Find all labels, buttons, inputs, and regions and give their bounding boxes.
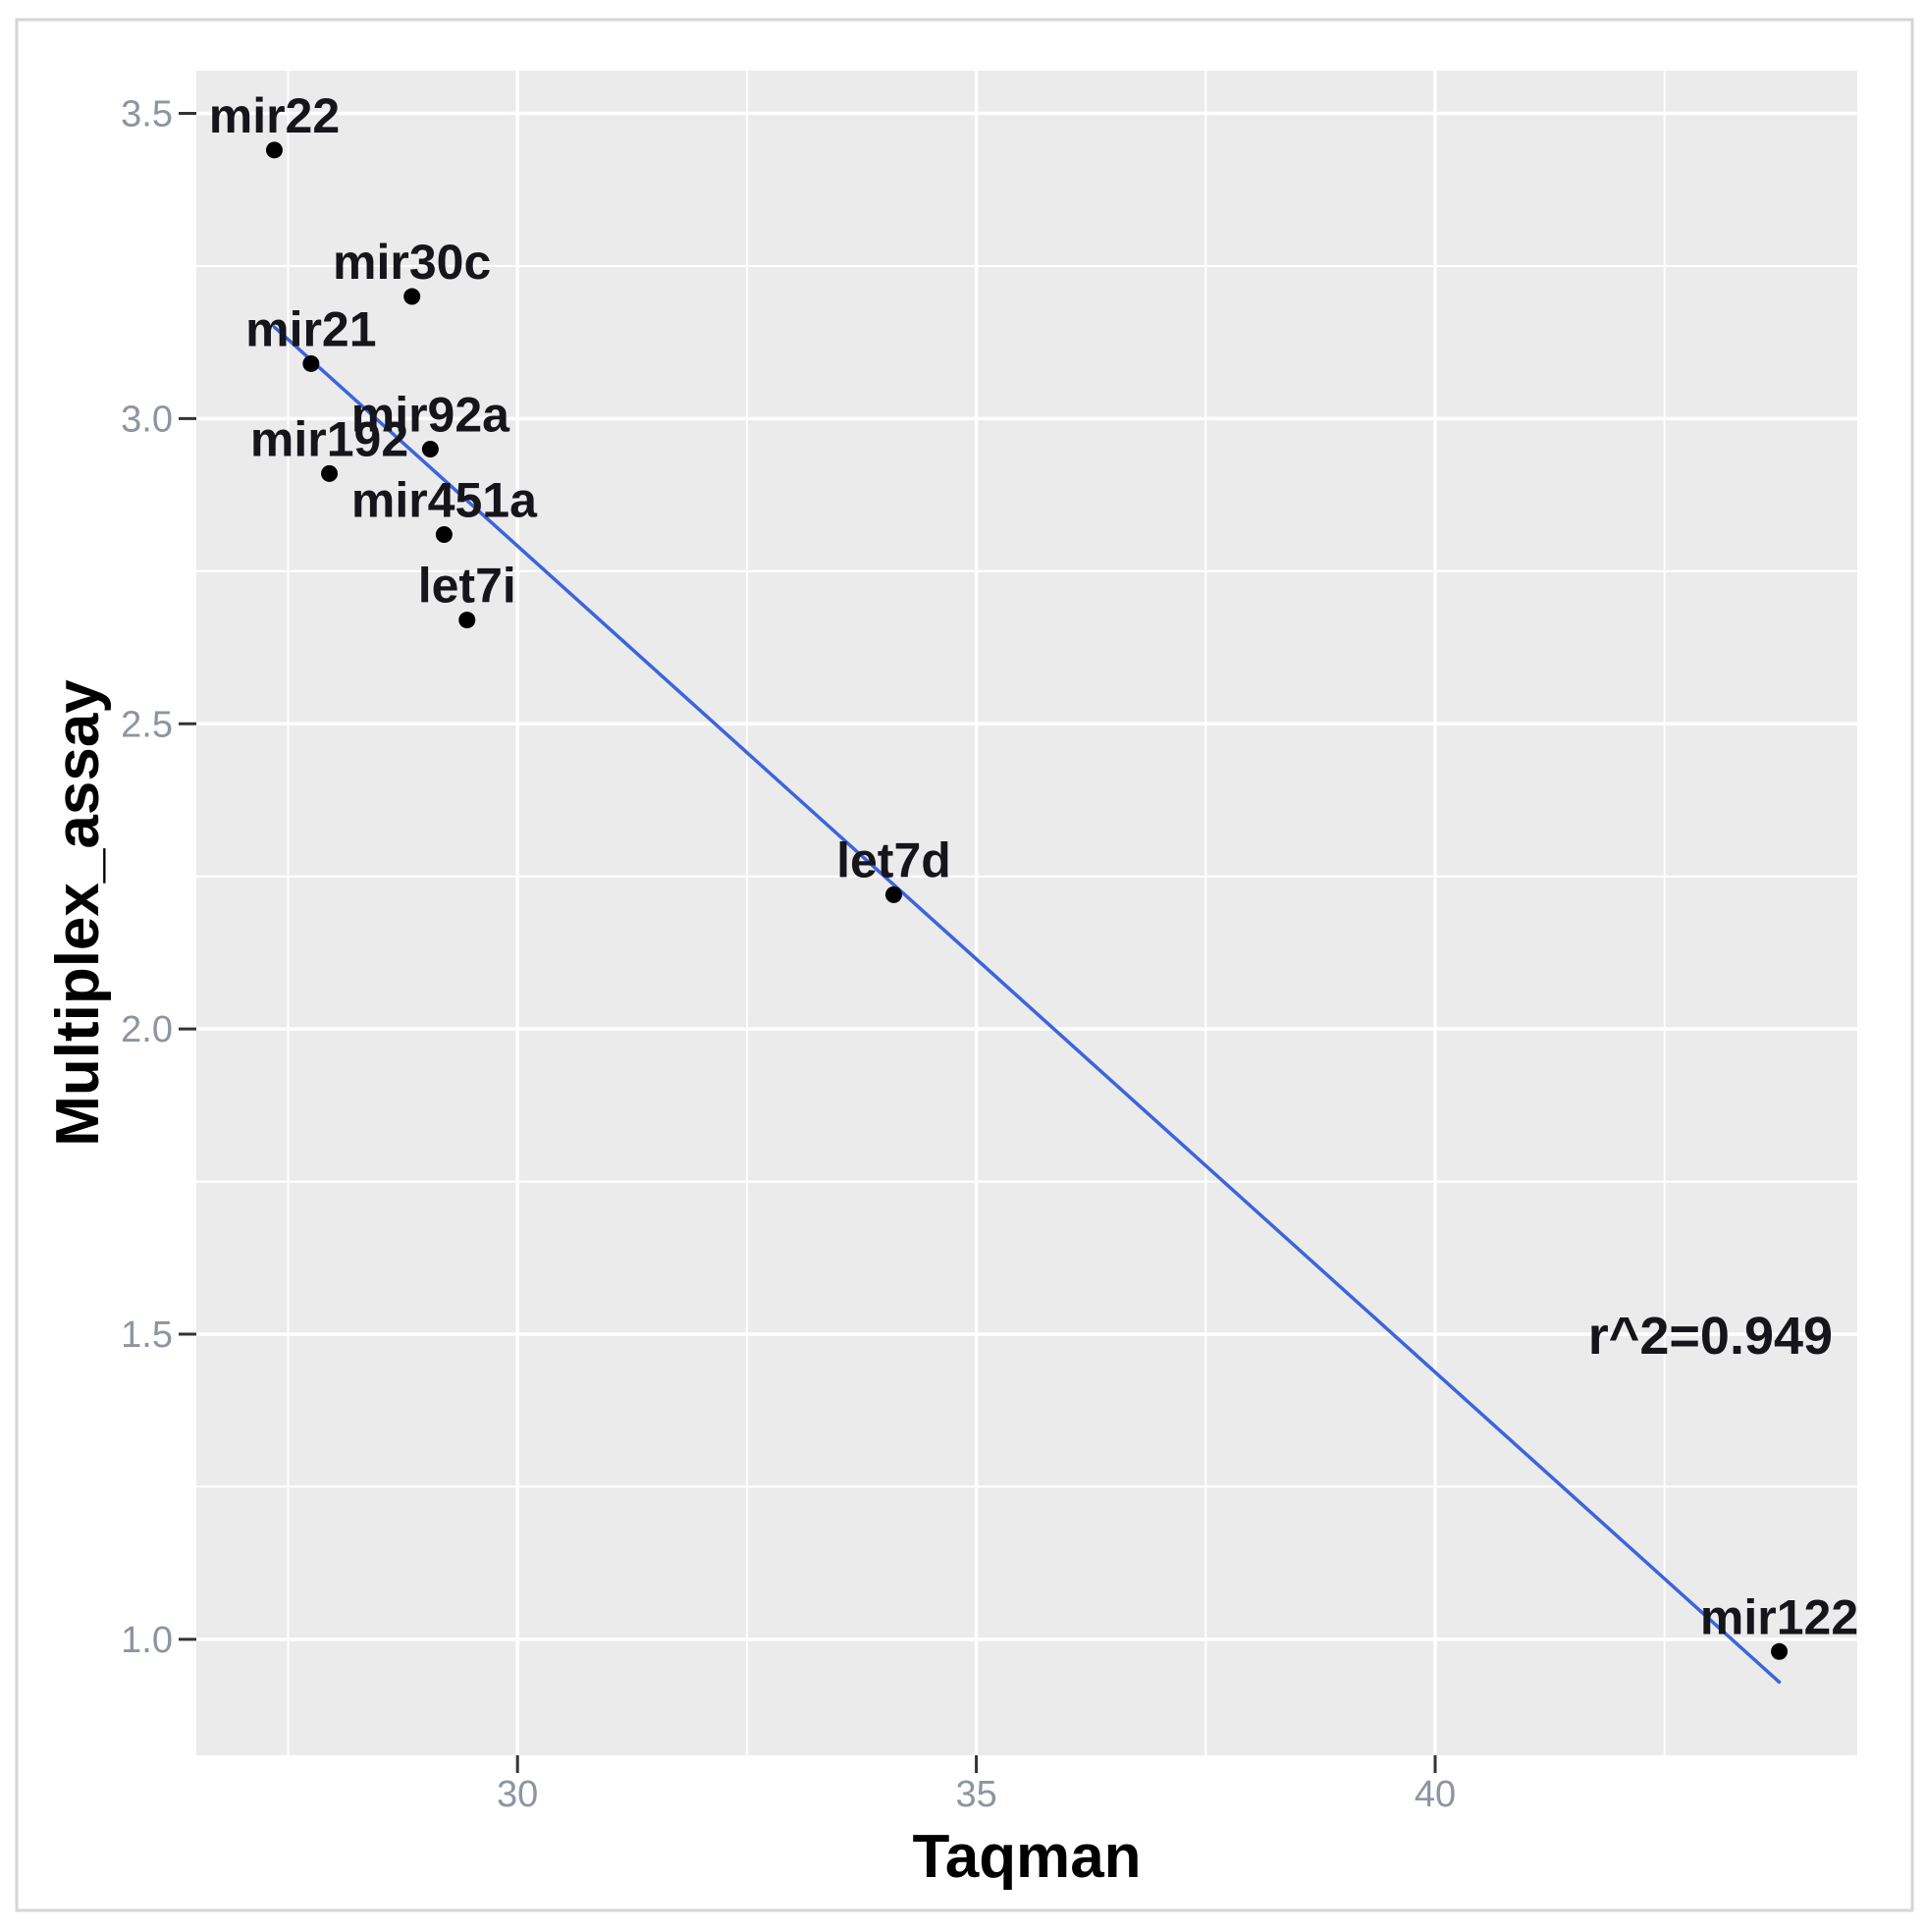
y-axis-title: Multiplex_assay (44, 679, 112, 1147)
point-label-mir92a: mir92a (351, 387, 510, 442)
data-point-mir21 (302, 354, 320, 372)
point-label-mir451a: mir451a (351, 473, 538, 528)
data-point-mir451a (435, 526, 453, 544)
r-squared-annotation: r^2=0.949 (1588, 1307, 1833, 1366)
point-label-mir122: mir122 (1700, 1589, 1858, 1644)
y-tick-label-3.5: 3.5 (121, 94, 173, 135)
regression-line (272, 325, 1782, 1685)
plot-panel (196, 71, 1857, 1755)
data-points (265, 141, 1789, 1660)
x-tick-label-35: 35 (955, 1774, 996, 1815)
data-point-mir192 (321, 464, 339, 482)
data-point-mir92a (421, 440, 439, 457)
data-point-mir30c (403, 288, 421, 305)
point-label-let7i: let7i (418, 559, 516, 614)
data-point-mir122 (1771, 1642, 1789, 1660)
x-axis-title: Taqman (912, 1823, 1141, 1891)
figure-border (15, 18, 1914, 1912)
data-point-mir22 (265, 141, 283, 159)
y-tick-label-3: 3.0 (121, 399, 173, 440)
x-tick-labels: 30 35 40 (497, 1774, 1456, 1815)
point-label-mir192: mir192 (250, 411, 408, 466)
trendline (272, 325, 1782, 1685)
y-tick-label-2: 2.0 (121, 1009, 173, 1050)
minor-gridlines (196, 71, 1857, 1755)
y-tick-label-1: 1.0 (121, 1620, 173, 1661)
axis-ticks (179, 112, 1437, 1773)
x-tick-label-30: 30 (497, 1774, 538, 1815)
y-tick-label-2.5: 2.5 (121, 704, 173, 745)
point-label-mir21: mir21 (245, 301, 376, 356)
y-tick-label-1.5: 1.5 (121, 1315, 173, 1356)
point-label-mir22: mir22 (209, 88, 340, 143)
x-tick-label-40: 40 (1415, 1774, 1456, 1815)
point-label-let7d: let7d (836, 832, 951, 887)
data-point-let7d (884, 886, 902, 903)
data-point-let7i (458, 612, 476, 629)
major-gridlines (196, 71, 1857, 1755)
y-tick-labels: 3.5 3.0 2.5 2.0 1.5 1.0 (121, 94, 173, 1661)
point-label-mir30c: mir30c (333, 235, 491, 290)
